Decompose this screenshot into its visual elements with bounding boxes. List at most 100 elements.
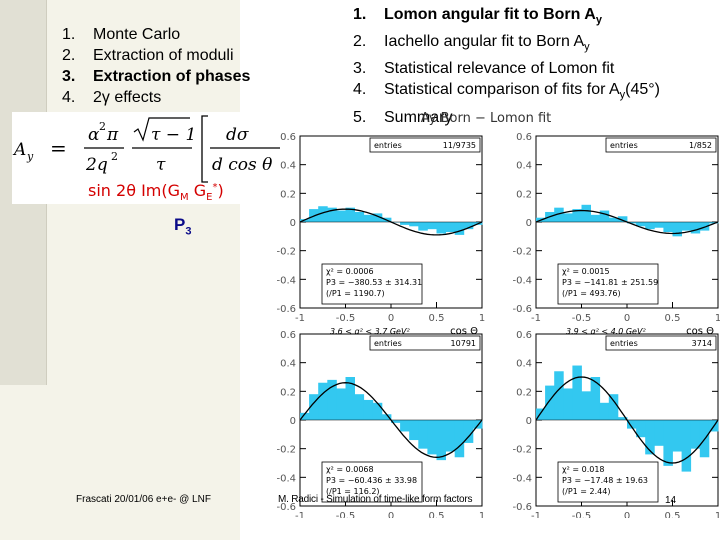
toc-left-item: 3. Extraction of phases <box>62 66 250 87</box>
y-tick-label: 0.6 <box>516 330 532 341</box>
stats-entries-label: entries <box>610 339 638 348</box>
histogram-bar <box>590 377 601 420</box>
q2-range-label: 3.9 < q² < 4.0 GeV² <box>566 327 646 336</box>
histogram-bar <box>409 420 419 441</box>
histogram-bar <box>418 420 428 449</box>
y-tick-label: -0.6 <box>512 502 532 513</box>
x-tick-label: 0.5 <box>429 511 445 518</box>
x-tick-label: -0.5 <box>572 511 592 518</box>
stats-box-fit: χ² = 0.0015 P3 = −141.81 ± 251.59 (/P1 = 4… <box>557 263 659 305</box>
x-tick-label: 0.5 <box>665 313 681 324</box>
histogram-bar <box>617 216 628 222</box>
x-tick-label: 0 <box>624 511 630 518</box>
fit-curve <box>299 382 483 458</box>
histogram-bar <box>354 211 365 222</box>
stats-entries-value: 3714 <box>692 339 712 348</box>
toc-left-item-number: 4. <box>62 89 76 106</box>
stats-chi2: χ² = 0.0068 <box>326 465 374 474</box>
histogram-bar <box>345 377 355 420</box>
y-tick-label: 0.2 <box>280 387 296 398</box>
histogram-bar <box>636 420 646 438</box>
fit-curve <box>299 208 483 236</box>
x-tick-label: 0.5 <box>429 313 445 324</box>
y-tick-label: 0.2 <box>280 189 296 200</box>
x-axis-label: cos Θ <box>450 326 478 337</box>
stats-entries-value: 11/9735 <box>443 141 476 150</box>
histogram-bar <box>372 213 383 222</box>
toc-right-item: 5. Summary <box>353 107 660 128</box>
y-tick-label: 0.4 <box>516 359 532 370</box>
x-tick-label: 1 <box>479 313 485 324</box>
histogram-panel: -0.6 -0.4 -0.2 0 0.2 0.4 0.6 -1 -0.5 0 0.5 1 entries… <box>276 132 485 337</box>
formula-frac1-den: 2q <box>85 155 108 175</box>
stats-entries-label: entries <box>374 339 402 348</box>
toc-left-item: 2. Extraction of moduli <box>62 45 250 66</box>
y-tick-label: 0.4 <box>516 161 532 172</box>
histogram-bar <box>336 210 346 222</box>
stats-box-entries: entries 10791 <box>369 335 481 351</box>
histogram-bar <box>409 222 419 227</box>
toc-right-item-tail: (45°) <box>625 81 661 99</box>
histogram-bar <box>663 420 673 466</box>
histogram-bar <box>545 385 555 420</box>
y-tick-label: 0.4 <box>280 161 296 172</box>
histogram-bar <box>354 394 365 420</box>
stats-entries-value: 10791 <box>451 339 476 348</box>
histogram-bar <box>554 371 564 420</box>
histogram-bar <box>427 222 437 230</box>
histogram-bar <box>617 417 628 420</box>
toc-right-item-subscript: y <box>595 14 602 27</box>
histogram-bar <box>581 204 591 222</box>
y-tick-label: -0.4 <box>276 473 296 484</box>
y-tick-label: 0.2 <box>516 189 532 200</box>
histogram-bar <box>608 217 619 222</box>
toc-left-item-number: 1. <box>62 26 76 43</box>
p3-label: P3 <box>174 215 192 238</box>
stats-p3: P3 = −60.436 ± 33.98 <box>326 476 417 485</box>
y-tick-label: -0.2 <box>276 445 296 456</box>
y-tick-label: -0.2 <box>512 247 532 258</box>
fit-curve <box>535 209 719 235</box>
histogram-bar <box>572 365 582 420</box>
toc-right-item-number: 4. <box>353 81 367 99</box>
y-tick-label: -0.6 <box>276 304 296 315</box>
histogram-bar <box>381 414 392 420</box>
histogram-bar <box>400 420 410 432</box>
histogram-bar <box>672 420 682 452</box>
toc-right-item: 4. Statistical comparison of fits for Ay(… <box>353 79 660 106</box>
toc-left-item-text: Extraction of phases <box>93 68 251 85</box>
histogram-bar <box>627 420 637 429</box>
toc-right-item-number: 5. <box>353 108 367 126</box>
histogram-bar <box>690 222 701 234</box>
formula-equals: = <box>50 136 67 160</box>
histogram-bar <box>590 214 601 222</box>
y-tick-label: 0 <box>526 218 532 229</box>
stats-p1: (/P1 = 2.44) <box>562 487 610 496</box>
toc-left-item-number: 3. <box>62 68 76 85</box>
histogram-panel: -0.6 -0.4 -0.2 0 0.2 0.4 0.6 -1 -0.5 0 0.5 1 entries… <box>512 330 720 535</box>
y-tick-label: 0.4 <box>280 359 296 370</box>
histogram-bar <box>536 408 546 420</box>
stats-p3: P3 = −17.48 ± 19.63 <box>562 476 648 485</box>
y-tick-label: 0 <box>290 416 296 427</box>
formula-frac2-num: τ − 1 <box>151 125 196 145</box>
histogram-bar <box>581 391 591 420</box>
y-tick-label: 0 <box>526 416 532 427</box>
stats-p3: P3 = −380.53 ± 314.31 <box>326 278 422 287</box>
x-tick-label: 1 <box>715 511 720 518</box>
stats-entries-label: entries <box>374 141 402 150</box>
histogram-bar <box>672 222 682 237</box>
histogram-bar <box>472 420 483 429</box>
formula-frac1-num-exp: 2 <box>99 120 106 133</box>
figure-title: Ay Born − Lomon fit <box>421 111 551 126</box>
footer-conference: Frascati 20/01/06 e+e- @ LNF <box>76 494 211 505</box>
histogram-bar <box>681 420 692 472</box>
toc-left-item-text: Monte Carlo <box>93 26 181 43</box>
stats-p1: (/P1 = 1190.7) <box>326 289 385 298</box>
stats-box-entries: entries 1/852 <box>605 137 717 153</box>
x-tick-label: -1 <box>295 313 305 324</box>
stats-box-fit: χ² = 0.0068 P3 = −60.436 ± 33.98 (/P1 = 11… <box>321 461 423 503</box>
histogram-bar <box>327 207 337 222</box>
toc-right-item: 2. Iachello angular fit to Born Ay <box>353 31 660 58</box>
x-tick-label: -0.5 <box>572 313 592 324</box>
